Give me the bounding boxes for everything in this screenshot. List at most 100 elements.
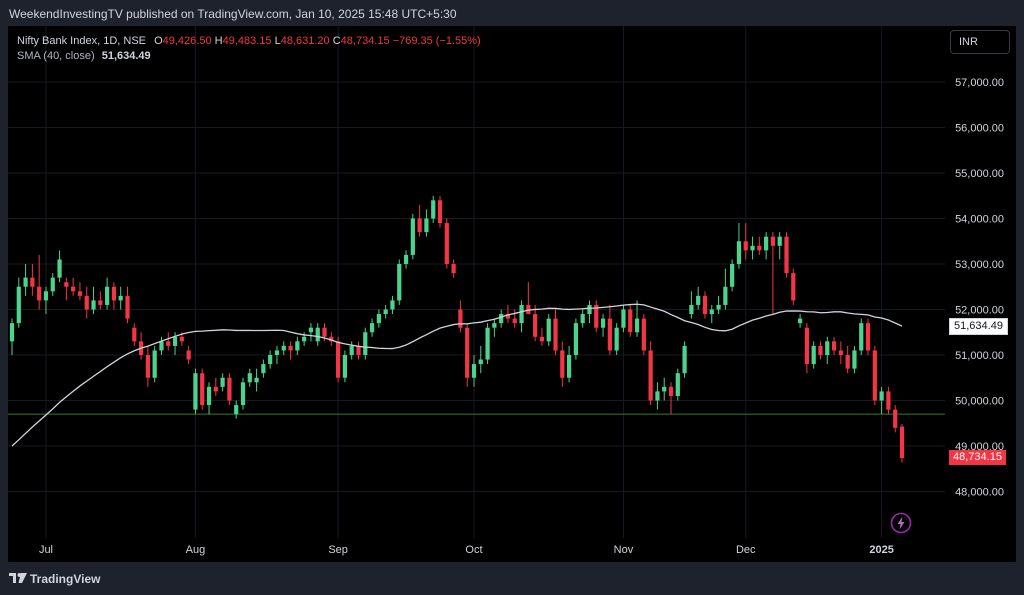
candle bbox=[43, 291, 49, 301]
candle bbox=[458, 309, 463, 328]
y-tick-label: 51,000.00 bbox=[955, 350, 1004, 362]
open-value: 49,426.50 bbox=[162, 35, 212, 47]
candle bbox=[200, 373, 205, 406]
candle bbox=[628, 309, 633, 333]
candle bbox=[621, 309, 626, 328]
high-label: H bbox=[214, 35, 223, 47]
candle bbox=[641, 318, 646, 351]
candle bbox=[764, 236, 769, 251]
candle bbox=[859, 323, 864, 351]
candle bbox=[872, 350, 877, 401]
candle bbox=[71, 286, 76, 292]
candle bbox=[865, 323, 871, 351]
candle bbox=[893, 409, 898, 428]
candle bbox=[594, 304, 599, 328]
candle bbox=[471, 364, 477, 378]
candle bbox=[478, 359, 483, 365]
candle bbox=[845, 355, 850, 369]
x-tick-label: Aug bbox=[186, 544, 206, 556]
candle bbox=[838, 350, 843, 355]
candle bbox=[111, 286, 117, 301]
candle bbox=[152, 350, 157, 378]
ohlc-row: Nifty Bank Index, 1D, NSE O49,426.50 H49… bbox=[17, 34, 481, 49]
candle bbox=[240, 382, 246, 406]
candle bbox=[485, 327, 490, 360]
candle bbox=[125, 295, 130, 319]
symbol-label[interactable]: Nifty Bank Index, 1D, NSE bbox=[17, 35, 146, 47]
candle bbox=[50, 277, 55, 292]
candle bbox=[668, 386, 674, 396]
y-tick-label: 52,000.00 bbox=[955, 305, 1004, 317]
candle bbox=[77, 291, 83, 296]
last-price-label: 48,734.15 bbox=[949, 450, 1006, 466]
candle bbox=[444, 223, 449, 264]
candle bbox=[696, 295, 701, 305]
candle bbox=[770, 236, 776, 246]
chart-legend: Nifty Bank Index, 1D, NSE O49,426.50 H49… bbox=[17, 34, 481, 64]
candle bbox=[750, 245, 755, 251]
candle bbox=[539, 336, 545, 342]
y-tick-label: 55,000.00 bbox=[955, 168, 1004, 180]
candle bbox=[811, 345, 816, 365]
y-tick-label: 57,000.00 bbox=[955, 77, 1004, 89]
low-value: 48,631.20 bbox=[280, 35, 330, 47]
candle bbox=[655, 391, 660, 401]
candle bbox=[682, 345, 687, 374]
candle bbox=[566, 355, 572, 378]
candle bbox=[886, 391, 891, 410]
y-tick-label: 50,000.00 bbox=[955, 396, 1004, 408]
candle bbox=[322, 327, 327, 337]
candle bbox=[634, 318, 640, 333]
candle bbox=[288, 345, 293, 351]
sma-label[interactable]: SMA (40, close) bbox=[17, 50, 95, 62]
candle bbox=[852, 350, 857, 369]
currency-button[interactable]: INR bbox=[950, 30, 1010, 54]
chart-pane[interactable] bbox=[8, 26, 1016, 562]
candle bbox=[689, 304, 694, 315]
candle bbox=[709, 309, 714, 315]
candle bbox=[499, 314, 504, 324]
candle bbox=[220, 377, 225, 387]
candle bbox=[797, 318, 803, 324]
candle bbox=[791, 273, 796, 301]
candle bbox=[390, 300, 395, 310]
sma-price-label: 51,634.49 bbox=[949, 318, 1008, 336]
y-tick-label: 54,000.00 bbox=[955, 214, 1004, 226]
tradingview-brand[interactable]: TradingView bbox=[30, 572, 101, 586]
candle bbox=[648, 350, 653, 401]
candle bbox=[172, 336, 178, 346]
candle bbox=[281, 345, 286, 351]
candle bbox=[37, 286, 42, 301]
candle bbox=[777, 236, 782, 246]
candle bbox=[254, 377, 259, 383]
candle bbox=[879, 391, 884, 401]
candle bbox=[206, 386, 212, 406]
candle bbox=[302, 336, 307, 342]
x-tick-label: Oct bbox=[465, 544, 482, 556]
candle bbox=[193, 373, 198, 410]
candle bbox=[437, 200, 443, 224]
top-bar: WeekendInvestingTV published on TradingV… bbox=[0, 0, 1024, 26]
candle bbox=[295, 341, 300, 351]
footer-bar bbox=[0, 562, 1024, 595]
sma-line bbox=[11, 303, 903, 447]
x-tick-label: Nov bbox=[614, 544, 634, 556]
candle bbox=[519, 304, 524, 324]
candle bbox=[730, 264, 735, 287]
candle bbox=[118, 295, 123, 301]
candle bbox=[757, 245, 762, 251]
candle bbox=[356, 345, 361, 355]
candle bbox=[784, 236, 789, 274]
candle bbox=[383, 309, 388, 315]
lightning-icon[interactable] bbox=[890, 512, 912, 534]
candle bbox=[274, 350, 280, 355]
candle bbox=[560, 350, 565, 378]
candle bbox=[492, 323, 497, 328]
candle bbox=[818, 345, 823, 355]
candle bbox=[424, 218, 429, 233]
low-label: L bbox=[274, 35, 281, 47]
open-label: O bbox=[154, 35, 163, 47]
candle bbox=[145, 355, 150, 378]
sma-row: SMA (40, close) 51,634.49 bbox=[17, 49, 481, 64]
